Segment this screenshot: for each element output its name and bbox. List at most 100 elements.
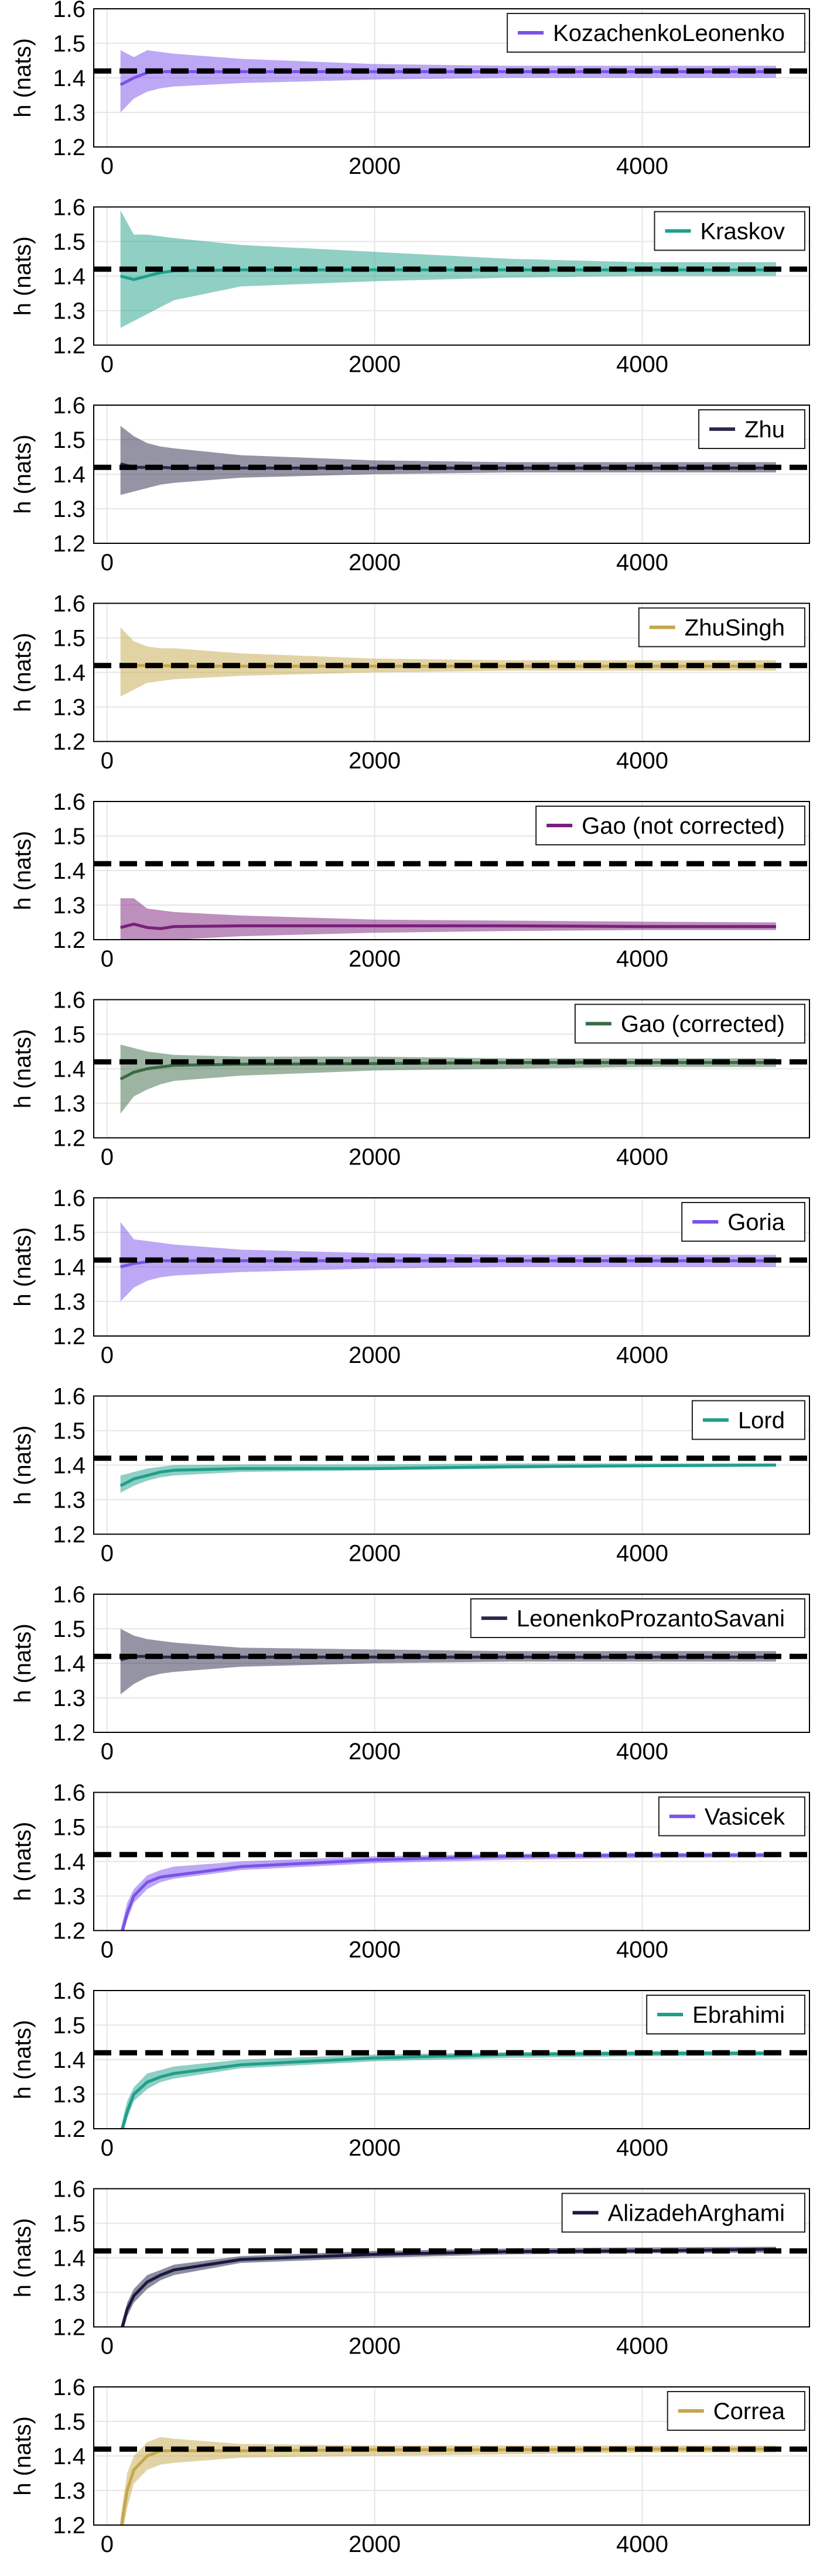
y-tick-label: 1.5 (53, 824, 86, 849)
x-tick-label: 0 (101, 352, 114, 378)
estimator-panel: 1.2 1.3 1.4 1.5 1.6 0 2000 4000 h (nats) Gao (not… (10, 789, 810, 972)
y-tick-label: 1.3 (53, 496, 86, 522)
y-axis-label: h (nats) (10, 1227, 36, 1307)
legend-box (561, 2193, 805, 2233)
y-tick-label: 1.6 (53, 0, 86, 22)
y-tick-label: 1.5 (53, 626, 86, 652)
mean-line (119, 1464, 776, 1488)
x-tick-label: 0 (101, 153, 114, 179)
confidence-band (120, 898, 776, 940)
y-tick-label: 1.3 (53, 893, 86, 919)
mean-line (121, 1854, 776, 1931)
x-tick-label: 2000 (348, 1342, 401, 1368)
y-axis-label: h (nats) (10, 2416, 36, 2496)
estimator-panel: 1.2 1.3 1.4 1.5 1.6 0 2000 4000 h (nats) Ebrahimi (10, 1978, 810, 2161)
y-tick-label: 1.5 (53, 427, 86, 453)
y-tick-label: 1.2 (53, 1324, 86, 1349)
y-axis-label: h (nats) (10, 237, 36, 316)
mean-line (120, 922, 776, 930)
series-group (120, 898, 776, 940)
series-group (120, 426, 776, 495)
x-tick-label: 0 (101, 1541, 114, 1567)
x-tick-label: 2000 (348, 2135, 401, 2161)
y-tick-label: 1.4 (53, 858, 86, 884)
y-tick-label: 1.2 (53, 729, 86, 755)
plot-frame (93, 1594, 810, 1733)
x-tick-label: 2000 (348, 153, 401, 179)
y-tick-label: 1.2 (53, 1720, 86, 1746)
x-tick-label: 4000 (616, 1342, 668, 1368)
y-tick-label: 1.6 (53, 195, 86, 221)
legend-label: Gao (corrected) (621, 1012, 785, 1037)
legend: AlizadehArghami (561, 2193, 805, 2233)
estimator-panel: 1.2 1.3 1.4 1.5 1.6 0 2000 4000 h (nats) Leonenko… (10, 1582, 810, 1765)
y-tick-label: 1.3 (53, 299, 86, 324)
legend-label: Ebrahimi (692, 2002, 785, 2028)
y-tick-label: 1.4 (53, 462, 86, 488)
x-tick-label: 2000 (348, 946, 401, 972)
x-tick-label: 2000 (348, 2532, 401, 2557)
y-tick-label: 1.2 (53, 531, 86, 557)
legend-box (470, 1598, 805, 1638)
y-tick-label: 1.6 (53, 2375, 86, 2400)
y-tick-label: 1.4 (53, 66, 86, 91)
estimator-panel: 1.2 1.3 1.4 1.5 1.6 0 2000 4000 h (nats) Kozachen… (10, 0, 810, 179)
estimator-panel: 1.2 1.3 1.4 1.5 1.6 0 2000 4000 h (nats) Goria (10, 1186, 810, 1368)
y-axis-label: h (nats) (10, 633, 36, 712)
plot-frame (93, 2188, 810, 2328)
y-tick-label: 1.6 (53, 1384, 86, 1410)
confidence-band (120, 2437, 776, 2525)
x-tick-label: 4000 (616, 550, 668, 576)
y-axis-label: h (nats) (10, 1029, 36, 1109)
series-group (120, 1852, 776, 1931)
y-tick-label: 1.6 (53, 2177, 86, 2202)
series-group (119, 1463, 776, 1493)
x-tick-label: 4000 (616, 748, 668, 774)
plot-frame (93, 602, 810, 742)
legend: Goria (681, 1202, 805, 1242)
y-axis-label: h (nats) (10, 38, 36, 118)
x-tick-label: 2000 (348, 1937, 401, 1963)
legend: KozachenkoLeonenko (507, 13, 805, 53)
legend-box (507, 13, 805, 53)
legend: LeonenkoProzantoSavani (470, 1598, 805, 1638)
y-axis-label: h (nats) (10, 1426, 36, 1505)
plot-frame (93, 1791, 810, 1931)
x-tick-label: 2000 (348, 1739, 401, 1765)
x-tick-label: 2000 (348, 2334, 401, 2359)
series-group (119, 50, 776, 112)
y-tick-label: 1.5 (53, 2013, 86, 2039)
x-tick-label: 2000 (348, 550, 401, 576)
y-axis-label: h (nats) (10, 434, 36, 514)
legend: Zhu (698, 409, 805, 449)
legend-label: Gao (not corrected) (582, 813, 785, 839)
x-tick-label: 0 (101, 946, 114, 972)
y-tick-label: 1.4 (53, 1255, 86, 1280)
y-axis-label: h (nats) (10, 1822, 36, 1902)
x-tick-label: 0 (101, 1937, 114, 1963)
y-tick-label: 1.6 (53, 1780, 86, 1806)
y-tick-label: 1.2 (53, 1522, 86, 1548)
x-tick-label: 4000 (616, 2532, 668, 2557)
mean-line (119, 1061, 776, 1081)
plot-frame (93, 8, 810, 148)
x-tick-label: 0 (101, 2532, 114, 2557)
x-tick-label: 2000 (348, 1145, 401, 1170)
y-tick-label: 1.6 (53, 591, 86, 617)
y-tick-label: 1.2 (53, 1126, 86, 1152)
y-tick-label: 1.4 (53, 660, 86, 686)
y-tick-label: 1.6 (53, 1582, 86, 1608)
y-tick-label: 1.5 (53, 1022, 86, 1048)
legend-label: Kraskov (701, 219, 785, 245)
y-tick-label: 1.2 (53, 2116, 86, 2142)
x-tick-label: 2000 (348, 1541, 401, 1567)
mean-line (121, 2248, 776, 2327)
y-tick-label: 1.3 (53, 1884, 86, 1910)
y-tick-label: 1.4 (53, 2047, 86, 2073)
x-tick-label: 2000 (348, 352, 401, 378)
y-axis-label: h (nats) (10, 2020, 36, 2099)
legend: Gao (corrected) (574, 1003, 805, 1044)
y-tick-label: 1.6 (53, 1978, 86, 2004)
series-group (120, 2437, 776, 2525)
plot-frame (93, 405, 810, 544)
